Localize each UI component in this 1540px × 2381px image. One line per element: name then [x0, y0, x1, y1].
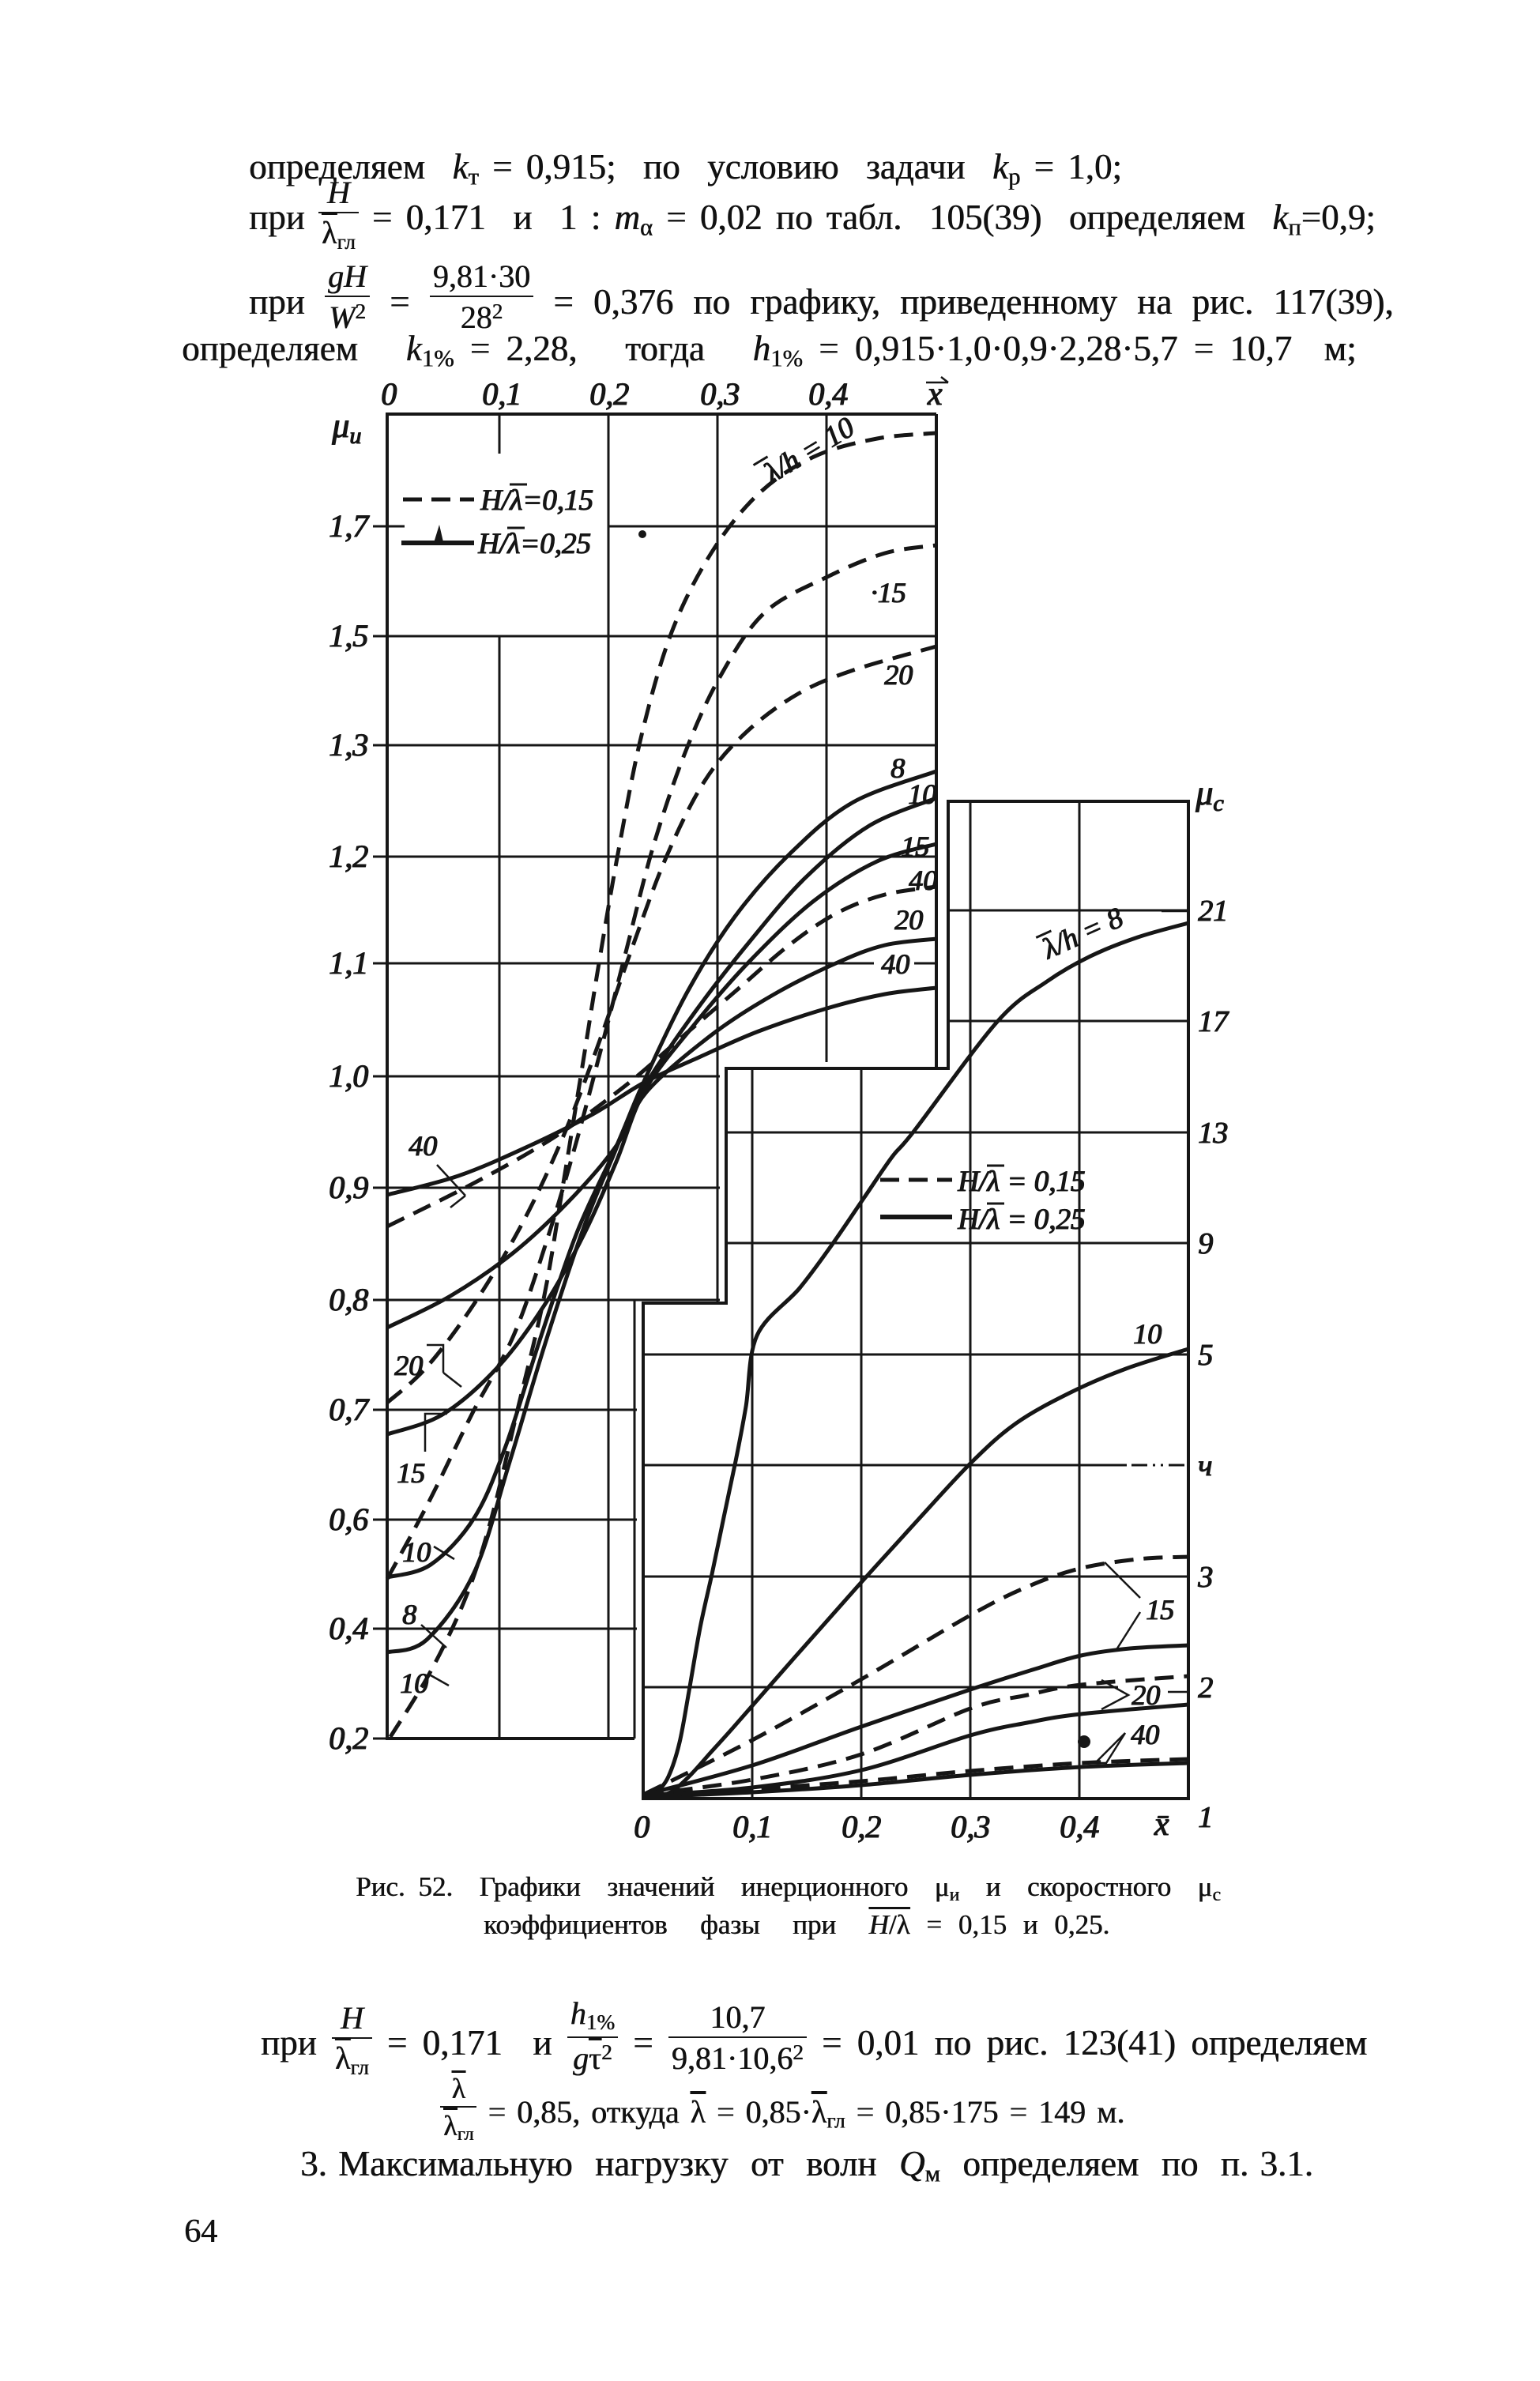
- svg-text:·15: ·15: [871, 577, 906, 608]
- svg-text:10: 10: [400, 1667, 428, 1699]
- svg-text:H/λ = 0,15: H/λ = 0,15: [957, 1166, 1085, 1198]
- svg-text:μи: μи: [331, 406, 361, 449]
- svg-text:10: 10: [908, 778, 936, 810]
- svg-text:1,7: 1,7: [329, 508, 370, 544]
- svg-text:0,2: 0,2: [329, 1720, 368, 1756]
- svg-text:21: 21: [1198, 895, 1228, 928]
- svg-text:15: 15: [1146, 1594, 1174, 1626]
- svg-text:0,1: 0,1: [732, 1809, 772, 1844]
- svg-text:0: 0: [634, 1809, 650, 1844]
- svg-text:0,4: 0,4: [1060, 1809, 1099, 1844]
- svg-text:20: 20: [884, 659, 913, 691]
- svg-text:1: 1: [1198, 1801, 1213, 1834]
- svg-text:0,2: 0,2: [589, 376, 629, 412]
- svg-text:0,4: 0,4: [808, 376, 848, 412]
- svg-text:20: 20: [394, 1350, 423, 1381]
- svg-text:20: 20: [894, 904, 923, 936]
- svg-text:8: 8: [402, 1599, 416, 1630]
- svg-text:λ/h = 10: λ/h = 10: [758, 411, 860, 490]
- svg-text:40: 40: [409, 1130, 437, 1162]
- svg-text:40: 40: [909, 865, 937, 896]
- svg-text:x: x: [927, 376, 943, 413]
- svg-text:1,0: 1,0: [329, 1058, 368, 1094]
- svg-text:1,5: 1,5: [329, 618, 368, 654]
- svg-text:1,3: 1,3: [329, 727, 368, 763]
- svg-text:0: 0: [381, 376, 397, 412]
- svg-text:0,7: 0,7: [329, 1392, 370, 1427]
- svg-text:8: 8: [890, 752, 905, 784]
- svg-text:1,1: 1,1: [329, 945, 368, 981]
- svg-text:2: 2: [1198, 1671, 1213, 1705]
- svg-text:10: 10: [1133, 1318, 1162, 1350]
- svg-text:15: 15: [397, 1457, 425, 1489]
- svg-text:0,3: 0,3: [700, 376, 740, 412]
- svg-text:H/λ = 0,25: H/λ = 0,25: [957, 1204, 1085, 1236]
- svg-text:40: 40: [1131, 1719, 1159, 1750]
- svg-text:5: 5: [1198, 1339, 1213, 1372]
- svg-text:13: 13: [1198, 1117, 1228, 1150]
- svg-text:0,3: 0,3: [951, 1809, 990, 1844]
- svg-text:40: 40: [881, 948, 909, 980]
- svg-text:17: 17: [1198, 1005, 1229, 1038]
- svg-text:H/λ=0,25: H/λ=0,25: [477, 528, 591, 560]
- svg-text:9: 9: [1198, 1227, 1213, 1260]
- svg-text:μc: μc: [1195, 774, 1223, 816]
- svg-text:0,1: 0,1: [482, 376, 521, 412]
- svg-text:0,4: 0,4: [329, 1611, 368, 1646]
- svg-text:0,6: 0,6: [329, 1501, 368, 1537]
- svg-text:3: 3: [1197, 1561, 1213, 1594]
- svg-text:20: 20: [1131, 1679, 1160, 1711]
- svg-text:H/λ=0,15: H/λ=0,15: [480, 484, 593, 517]
- svg-text:1,2: 1,2: [329, 838, 368, 874]
- svg-text:ч: ч: [1198, 1449, 1212, 1482]
- svg-text:0,2: 0,2: [842, 1809, 881, 1844]
- svg-text:10: 10: [402, 1536, 431, 1568]
- svg-text:x̄: x̄: [1154, 1806, 1169, 1843]
- svg-text:0,8: 0,8: [329, 1282, 368, 1317]
- svg-text:15: 15: [901, 831, 929, 862]
- svg-text:0,9: 0,9: [329, 1170, 368, 1205]
